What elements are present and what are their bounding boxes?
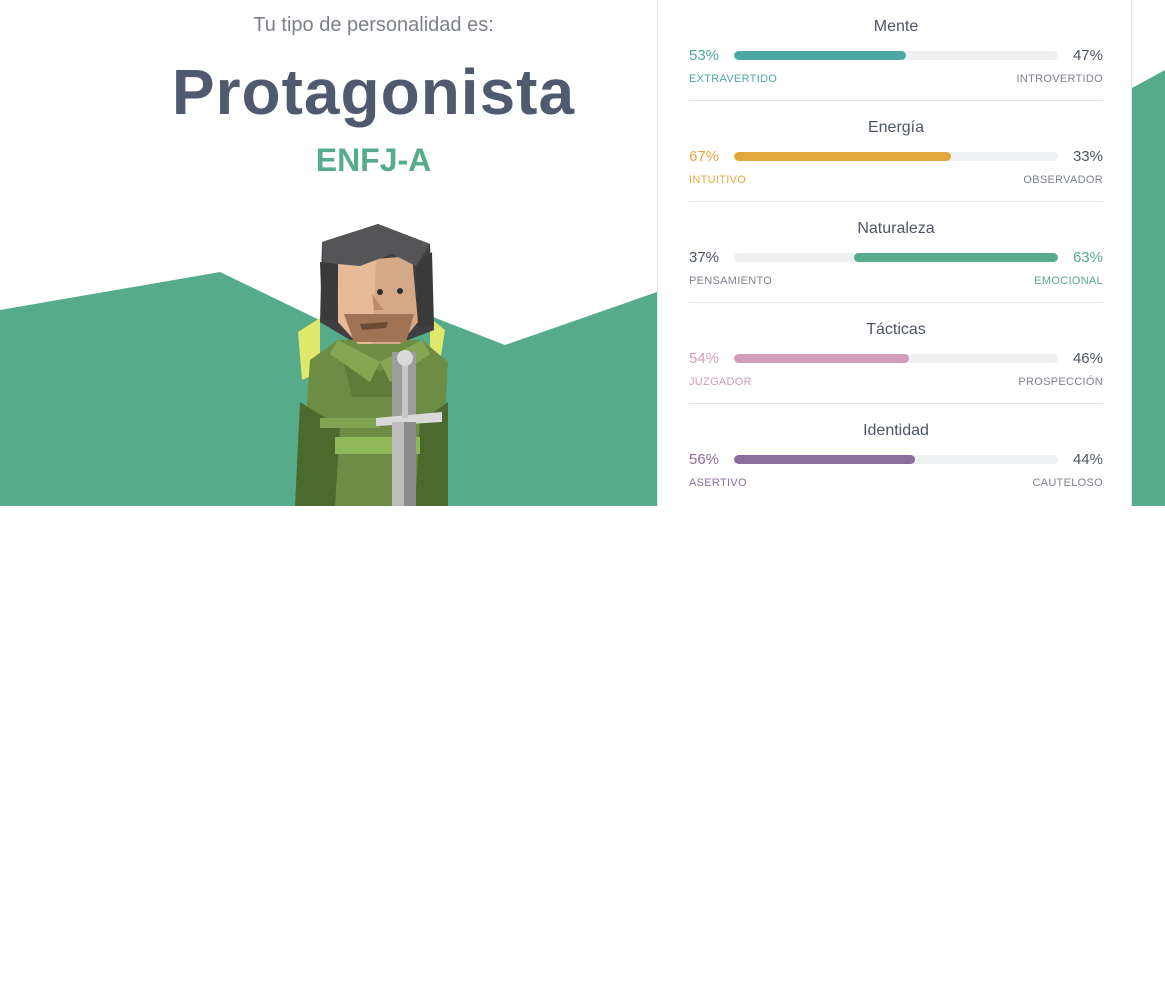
trait-bar-fill xyxy=(734,51,906,60)
trait-mente: Mente 53% 47% EXTRAVERTIDO INTROVERTIDO xyxy=(689,0,1103,101)
trait-title: Energía xyxy=(689,119,1103,137)
trait-tacticas: Tácticas 54% 46% JUZGADOR PROSPECCIÓN xyxy=(689,303,1103,404)
trait-bar xyxy=(734,152,1058,161)
trait-right-percent: 33% xyxy=(1073,148,1103,165)
trait-right-label: OBSERVADOR xyxy=(1023,174,1103,186)
trait-bar xyxy=(734,253,1058,262)
trait-left-label: ASERTIVO xyxy=(689,477,1165,983)
trait-title: Identidad xyxy=(689,422,1103,440)
personality-type-code: ENFJ-A xyxy=(0,142,747,179)
trait-bar-fill xyxy=(854,253,1058,262)
trait-right-percent: 44% xyxy=(1073,451,1103,468)
trait-bar xyxy=(734,455,1058,464)
result-subtitle: Tu tipo de personalidad es: xyxy=(0,14,747,37)
trait-right-percent: 63% xyxy=(1073,249,1103,266)
trait-results-panel: Mente 53% 47% EXTRAVERTIDO INTROVERTIDO … xyxy=(657,0,1132,506)
trait-title: Naturaleza xyxy=(689,220,1103,238)
trait-bar-fill xyxy=(734,354,909,363)
trait-identidad: Identidad 56% 44% ASERTIVO CAUTELOSO xyxy=(689,404,1103,505)
personality-type-name: Protagonista xyxy=(0,55,747,129)
trait-right-label: EMOCIONAL xyxy=(1034,275,1103,287)
trait-right-percent: 46% xyxy=(1073,350,1103,367)
trait-title: Mente xyxy=(689,18,1103,36)
trait-right-label: CAUTELOSO xyxy=(1032,477,1103,489)
trait-right-percent: 47% xyxy=(1073,47,1103,64)
trait-right-label: PROSPECCIÓN xyxy=(1018,376,1103,388)
protagonist-character-illustration xyxy=(280,222,480,506)
trait-bar xyxy=(734,354,1058,363)
trait-title: Tácticas xyxy=(689,321,1103,339)
trait-energia: Energía 67% 33% INTUITIVO OBSERVADOR xyxy=(689,101,1103,202)
trait-right-label: INTROVERTIDO xyxy=(1016,73,1103,85)
trait-bar-fill xyxy=(734,455,915,464)
trait-bar-fill xyxy=(734,152,951,161)
result-header: Tu tipo de personalidad es: Protagonista… xyxy=(0,0,657,506)
trait-naturaleza: Naturaleza 37% 63% PENSAMIENTO EMOCIONAL xyxy=(689,202,1103,303)
trait-bar xyxy=(734,51,1058,60)
